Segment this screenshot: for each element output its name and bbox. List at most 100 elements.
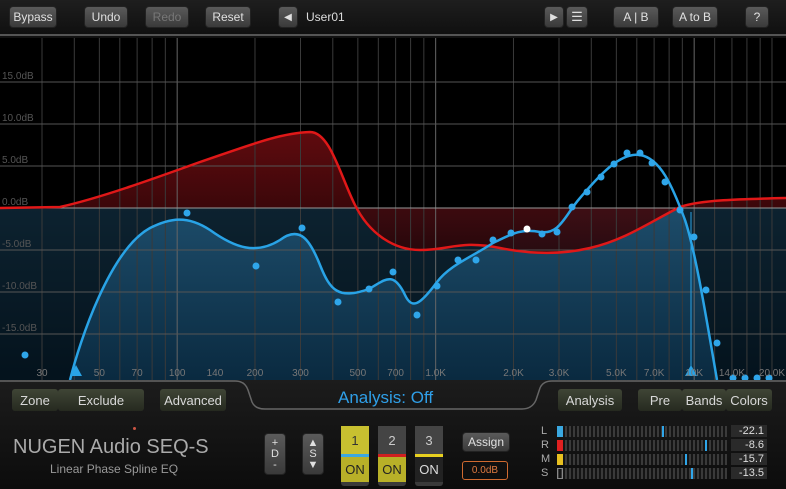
eq-node[interactable] (568, 203, 576, 211)
assign-value[interactable]: 0.0dB (462, 461, 508, 480)
eq-node[interactable] (741, 374, 749, 382)
lowcut-handle-icon[interactable] (70, 365, 82, 376)
colors-button[interactable]: Colors (726, 389, 772, 411)
eq-node[interactable] (583, 188, 591, 196)
meter-label: S (541, 467, 549, 479)
eq-node[interactable] (21, 351, 29, 359)
eq-node[interactable] (676, 206, 684, 214)
eq-node[interactable] (507, 229, 515, 237)
eq-node[interactable] (365, 285, 373, 293)
a-to-b-button[interactable]: A to B (672, 6, 718, 28)
smooth-down-icon[interactable]: ▼ (307, 458, 319, 471)
frequency-label: 14.0K (719, 368, 745, 379)
mid-eq-curve[interactable] (68, 153, 719, 381)
eq-node[interactable] (553, 228, 561, 236)
eq-node[interactable] (489, 236, 497, 244)
peak-marker (704, 440, 707, 451)
eq-display[interactable]: 15.0dB 10.0dB 5.0dB 0.0dB -5.0dB -10.0dB -15.0… (0, 38, 786, 382)
meter-value: -15.7 (731, 453, 767, 465)
band-number[interactable]: 2 (378, 426, 406, 454)
gain-label: 5.0dB (2, 155, 28, 166)
meter-value: -13.5 (731, 467, 767, 479)
eq-node[interactable] (334, 298, 342, 306)
eq-node[interactable] (472, 256, 480, 264)
meter-label: L (541, 425, 548, 437)
frequency-label: 300 (292, 368, 309, 379)
eq-node[interactable] (454, 256, 462, 264)
eq-node[interactable] (597, 173, 605, 181)
band-1-toggle[interactable]: 1 ON (341, 426, 369, 486)
pre-button[interactable]: Pre (638, 389, 682, 411)
eq-nodes[interactable] (21, 149, 773, 382)
zone-button[interactable]: Zone (12, 389, 58, 411)
frequency-label: 5.0K (606, 368, 627, 379)
frequency-label: 20.0K (759, 368, 785, 379)
eq-node[interactable] (523, 225, 531, 233)
eq-node[interactable] (729, 374, 737, 382)
meter-value: -22.1 (731, 425, 767, 437)
smooth-control[interactable]: ▲ S ▼ (302, 433, 324, 475)
frequency-label: 1.0K (425, 368, 446, 379)
depth-minus[interactable]: - (273, 458, 277, 471)
eq-node[interactable] (702, 286, 710, 294)
band-2-toggle[interactable]: 2 ON (378, 426, 406, 486)
eq-node[interactable] (252, 262, 260, 270)
eq-node[interactable] (648, 159, 656, 167)
eq-node[interactable] (636, 149, 644, 157)
channel-color-swatch (557, 440, 563, 451)
level-meter (557, 468, 727, 479)
eq-node[interactable] (623, 149, 631, 157)
band-on-button[interactable]: ON (378, 454, 406, 482)
eq-node[interactable] (538, 230, 546, 238)
frequency-label: 100 (169, 368, 186, 379)
level-meter (557, 454, 727, 465)
depth-plus[interactable]: + (271, 436, 279, 449)
prev-preset-icon[interactable]: ◀ (278, 6, 298, 28)
depth-control[interactable]: + D - (264, 433, 286, 475)
eq-node[interactable] (433, 282, 441, 290)
redo-button[interactable]: Redo (145, 6, 189, 28)
help-button[interactable]: ? (745, 6, 769, 28)
bands-button[interactable]: Bands (682, 389, 726, 411)
ab-button[interactable]: A | B (613, 6, 659, 28)
reset-button[interactable]: Reset (205, 6, 251, 28)
product-title: NUGEN Audio SEQ-S (13, 436, 209, 458)
band-3-toggle[interactable]: 3 ON (415, 426, 443, 486)
next-preset-icon[interactable]: ▶ (544, 6, 564, 28)
eq-node[interactable] (610, 160, 618, 168)
advanced-button[interactable]: Advanced (160, 389, 226, 411)
preset-list-icon[interactable]: ☰ (566, 6, 588, 28)
side-eq-curve[interactable] (0, 130, 786, 255)
exclude-button[interactable]: Exclude (58, 389, 144, 411)
smooth-label: S (309, 447, 317, 460)
eq-node[interactable] (690, 233, 698, 241)
frequency-label: 200 (247, 368, 264, 379)
bypass-button[interactable]: Bypass (9, 6, 57, 28)
band-on-button[interactable]: ON (415, 454, 443, 482)
band-on-button[interactable]: ON (341, 454, 369, 482)
eq-node[interactable] (298, 224, 306, 232)
smooth-up-icon[interactable]: ▲ (307, 436, 319, 449)
channel-color-swatch (557, 454, 563, 465)
band-number[interactable]: 1 (341, 426, 369, 454)
eq-node[interactable] (413, 311, 421, 319)
eq-node[interactable] (765, 374, 773, 382)
frequency-grid (41, 38, 773, 380)
analysis-button[interactable]: Analysis (558, 389, 622, 411)
eq-node[interactable] (753, 374, 761, 382)
undo-button[interactable]: Undo (84, 6, 128, 28)
eq-node[interactable] (183, 209, 191, 217)
gain-labels: 15.0dB 10.0dB 5.0dB 0.0dB -5.0dB -10.0dB -15.0… (2, 71, 37, 334)
highcut-handle-icon[interactable] (685, 365, 697, 376)
frequency-label: 140 (207, 368, 224, 379)
preset-name[interactable]: User01 (306, 10, 345, 24)
eq-node[interactable] (389, 268, 397, 276)
eq-node[interactable] (713, 339, 721, 347)
assign-button[interactable]: Assign (462, 432, 510, 452)
panel-divider (0, 380, 786, 410)
depth-label: D (271, 447, 279, 460)
frequency-label: 700 (387, 368, 404, 379)
eq-node[interactable] (661, 178, 669, 186)
eq-graph[interactable]: 15.0dB 10.0dB 5.0dB 0.0dB -5.0dB -10.0dB -15.0… (0, 38, 786, 382)
band-number[interactable]: 3 (415, 426, 443, 454)
